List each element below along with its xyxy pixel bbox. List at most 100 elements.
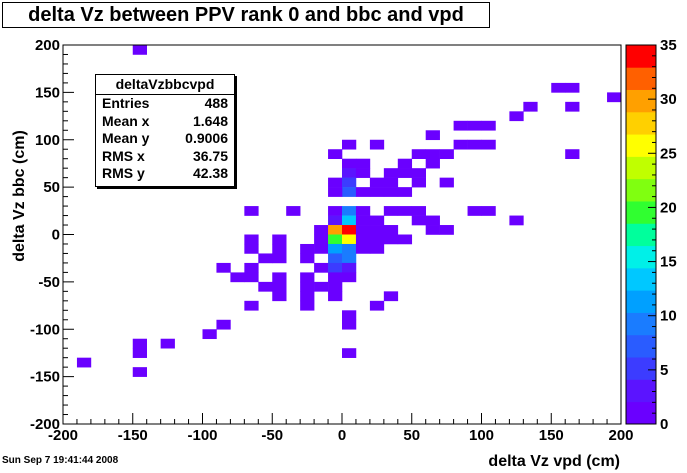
stats-label: Mean y	[102, 130, 150, 146]
heatmap-bin	[355, 225, 371, 235]
heatmap-bin	[258, 253, 273, 264]
heatmap-bin	[369, 234, 385, 245]
y-tick-label: -150	[30, 369, 60, 386]
heatmap-bin	[328, 281, 343, 292]
heatmap-bin	[383, 291, 399, 302]
color-palette: 0 5 10 15 20 25 30 35	[625, 37, 677, 433]
x-tick-label: 0	[338, 427, 346, 444]
heatmap-bin	[342, 187, 357, 197]
x-tick-label: 200	[608, 427, 633, 444]
stats-value: 36.75	[192, 147, 228, 164]
heatmap-bin	[230, 272, 245, 283]
heatmap-bin	[369, 187, 385, 197]
heatmap-bin	[355, 234, 371, 245]
heatmap-bin	[328, 149, 343, 159]
palette-swatch	[626, 156, 656, 180]
palette-frame	[625, 44, 657, 425]
heatmap-bin	[244, 206, 259, 216]
x-tick-label: -150	[118, 427, 148, 444]
x-tick-label: 100	[469, 427, 494, 444]
heatmap-bin	[342, 253, 357, 264]
palette-swatch	[626, 45, 656, 68]
y-tick-label: 100	[35, 132, 60, 149]
stats-row-entries: Entries 488	[96, 95, 234, 113]
heatmap-bin	[509, 111, 524, 122]
z-tick-label: 10	[660, 308, 677, 325]
heatmap-bin	[425, 215, 440, 226]
y-tick-label: 200	[35, 37, 60, 54]
heatmap-bin	[272, 253, 287, 264]
heatmap-bin	[509, 215, 524, 226]
heatmap-bin	[272, 243, 287, 254]
y-tick-label: 50	[43, 179, 60, 196]
heatmap-bin	[244, 272, 259, 283]
heatmap-bin	[355, 243, 371, 254]
heatmap-bin	[355, 168, 371, 178]
heatmap-bin	[132, 367, 147, 377]
y-axis-label: delta Vz bbc (cm)	[11, 130, 28, 262]
heatmap-bin	[411, 215, 426, 226]
heatmap-bin	[342, 234, 357, 245]
heatmap-bin	[383, 187, 399, 197]
heatmap-bin	[467, 206, 482, 216]
heatmap-bin	[342, 319, 357, 330]
z-tick-label: 0	[660, 416, 668, 433]
heatmap-bin	[328, 177, 343, 188]
heatmap-bin	[328, 206, 343, 216]
date-stamp: Sun Sep 7 19:41:44 2008	[2, 455, 119, 466]
heatmap-bin	[411, 177, 426, 188]
heatmap-bin	[342, 310, 357, 321]
heatmap-bin	[425, 149, 440, 159]
stats-label: RMS x	[102, 147, 145, 164]
heatmap-bin	[328, 272, 343, 283]
heatmap-bin	[342, 215, 357, 226]
x-axis-label: delta Vz vpd (cm)	[488, 453, 620, 470]
heatmap-bin	[397, 158, 413, 169]
y-tick-label: 0	[52, 227, 60, 244]
stats-histogram-name: deltaVzbbcvpd	[96, 75, 234, 95]
x-tick-label: -100	[187, 427, 217, 444]
heatmap-bin	[342, 158, 357, 169]
heatmap-bin	[565, 149, 580, 159]
axis-ticks: -200 -150 -100 -50 0 50 100 150 200 -200 -150 -100 -…	[30, 37, 634, 444]
heatmap-bin	[439, 149, 454, 159]
heatmap-bin	[258, 281, 273, 292]
heatmap-bin	[383, 234, 399, 245]
palette-swatch	[626, 89, 656, 113]
heatmap-bin	[342, 348, 357, 358]
heatmap-bin	[216, 319, 231, 330]
heatmap-bin	[244, 262, 259, 273]
heatmap-bin	[411, 206, 426, 216]
stats-value: 42.38	[192, 165, 228, 181]
heatmap-bin	[244, 300, 259, 311]
heatmap-bin	[383, 168, 399, 178]
palette-swatch	[626, 111, 656, 135]
heatmap-bin	[272, 272, 287, 283]
heatmap-bin	[383, 206, 399, 216]
heatmap-bin	[481, 120, 496, 131]
heatmap-bin	[481, 139, 496, 150]
heatmap-bin	[328, 262, 343, 273]
palette-swatch	[626, 290, 656, 313]
heatmap-bin	[300, 253, 315, 264]
heatmap-bin	[551, 82, 566, 93]
palette-swatch	[626, 267, 656, 291]
heatmap-bins	[76, 45, 622, 377]
palette-swatch	[626, 379, 656, 403]
heatmap-bin	[425, 158, 440, 169]
stats-value: 0.9006	[185, 130, 228, 146]
z-tick-label: 25	[660, 145, 677, 162]
heatmap-bin	[342, 139, 357, 150]
palette-swatch	[626, 201, 656, 224]
heatmap-bin	[328, 187, 343, 197]
heatmap-bin	[411, 168, 426, 178]
z-tick-label: 30	[660, 91, 677, 108]
stats-row-mean-y: Mean y 0.9006	[96, 130, 234, 148]
palette-swatch	[626, 357, 656, 380]
heatmap-bin	[439, 225, 454, 235]
palette-swatch	[626, 312, 656, 336]
heatmap-bin	[397, 168, 413, 178]
heatmap-bin	[132, 45, 147, 55]
x-tick-label: 150	[539, 427, 564, 444]
